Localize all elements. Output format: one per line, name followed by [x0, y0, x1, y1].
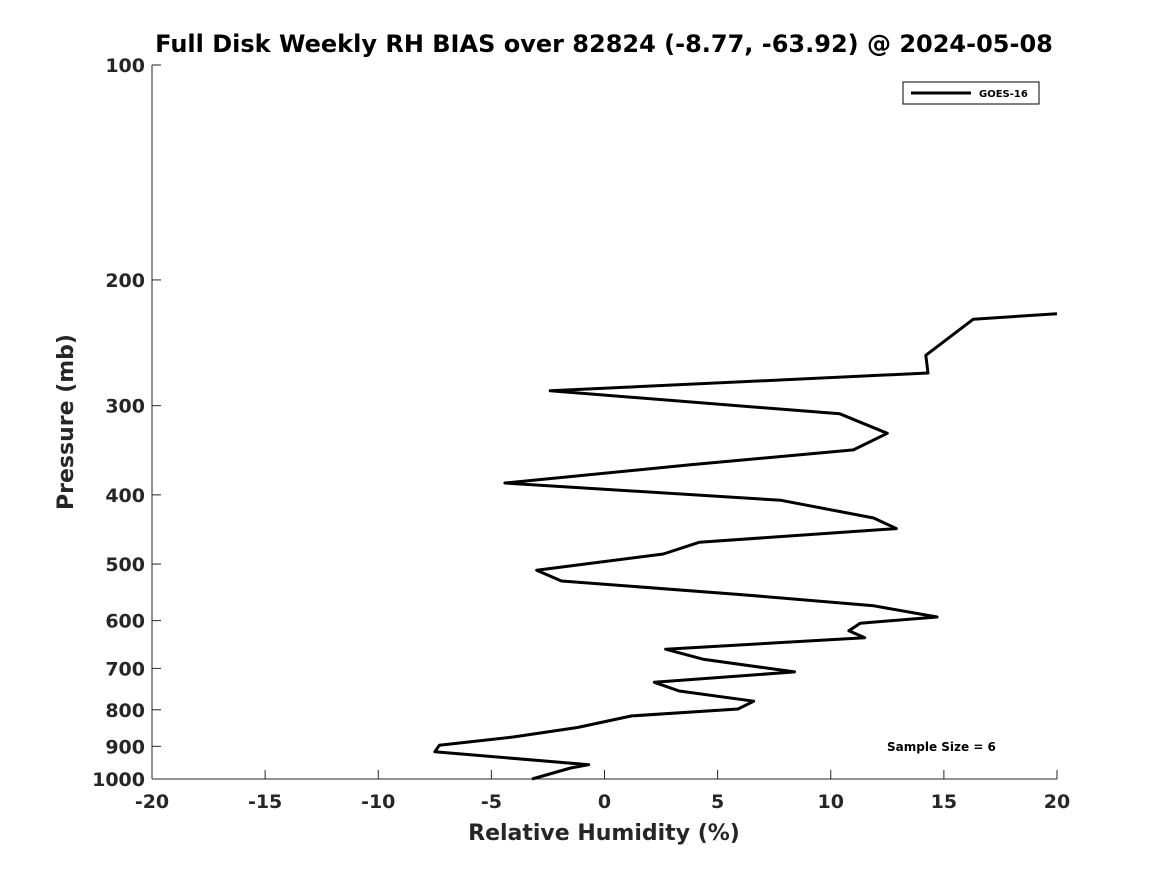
x-axis-label: Relative Humidity (%): [468, 821, 740, 846]
y-tick-label: 600: [105, 611, 145, 633]
x-axis-ticks: -20 -15 -10 -5 0 5 10 15 20: [135, 770, 1070, 813]
x-tick-label: 10: [818, 791, 844, 813]
x-tick-label: -5: [481, 791, 502, 813]
chart-title: Full Disk Weekly RH BIAS over 82824 (-8.…: [155, 30, 1053, 58]
x-tick-label: 15: [931, 791, 957, 813]
x-tick-label: -10: [361, 791, 395, 813]
y-tick-label: 400: [105, 485, 145, 507]
legend-entry-goes-16: GOES-16: [979, 89, 1028, 100]
series-line-goes-16: [433, 312, 1058, 781]
y-tick-label: 700: [105, 658, 145, 680]
x-tick-label: 0: [598, 791, 611, 813]
plot-area: -20 -15 -10 -5 0 5 10 15 20 100 200 300 400 500 600 70…: [92, 55, 1070, 813]
y-axis-ticks: 100 200 300 400 500 600 700 800 900 1000: [92, 55, 161, 791]
x-tick-label: 5: [711, 791, 724, 813]
y-tick-label: 800: [105, 700, 145, 722]
y-axis-label: Pressure (mb): [54, 334, 79, 510]
legend: GOES-16: [902, 81, 1040, 105]
y-tick-label: 300: [105, 396, 145, 418]
y-tick-label: 200: [105, 270, 145, 292]
sample-size-annotation: Sample Size = 6: [887, 740, 996, 754]
x-tick-label: -20: [135, 791, 169, 813]
y-tick-label: 1000: [92, 769, 145, 791]
x-tick-label: 20: [1044, 791, 1070, 813]
y-tick-label: 100: [105, 55, 145, 77]
y-tick-label: 900: [105, 736, 145, 758]
y-tick-label: 500: [105, 554, 145, 576]
x-tick-label: -15: [248, 791, 282, 813]
